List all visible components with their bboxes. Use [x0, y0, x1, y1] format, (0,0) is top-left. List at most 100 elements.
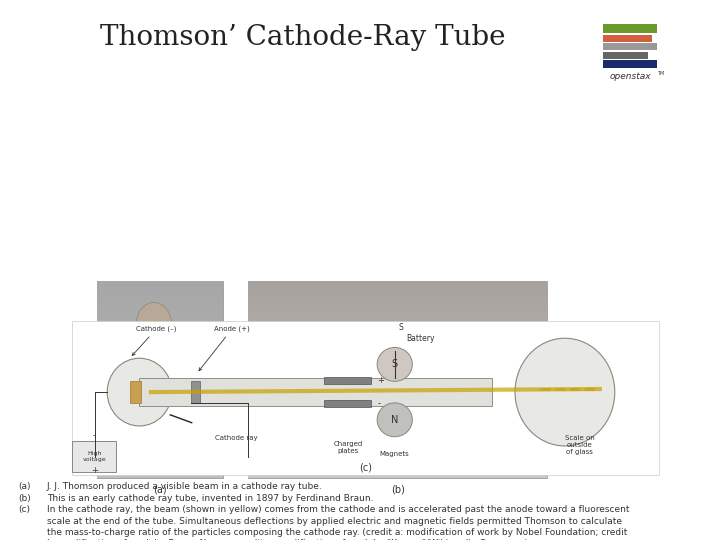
Bar [248, 312, 547, 320]
Bar [72, 321, 659, 475]
Text: High
voltage: High voltage [83, 451, 106, 462]
Text: Battery: Battery [407, 334, 435, 343]
Bar [97, 350, 223, 360]
Ellipse shape [422, 331, 505, 420]
Ellipse shape [136, 302, 171, 346]
Bar [248, 336, 547, 344]
Text: +: + [377, 376, 384, 385]
Text: (c): (c) [18, 505, 30, 515]
Text: N: N [391, 415, 398, 425]
Bar [248, 344, 547, 352]
Text: (b): (b) [391, 484, 405, 495]
Text: S: S [392, 360, 398, 369]
Bar [264, 362, 323, 389]
Text: Thomson’ Cathode-Ray Tube: Thomson’ Cathode-Ray Tube [99, 24, 505, 51]
Bar [97, 379, 223, 389]
Text: (c): (c) [359, 462, 372, 472]
Bar [97, 320, 223, 330]
Bar [130, 381, 141, 403]
Bar [248, 391, 547, 399]
Bar [97, 399, 223, 409]
Text: (a): (a) [18, 482, 30, 491]
Bar [97, 291, 223, 300]
Bar [248, 305, 547, 312]
Text: b: modification of work by Eugen Nesper; credit c: modification of work by "Kurz: b: modification of work by Eugen Nesper;… [47, 539, 528, 540]
Bar [383, 436, 443, 448]
Bar [248, 399, 547, 407]
Bar [248, 289, 547, 296]
Text: -: - [377, 399, 380, 408]
Text: Magnets: Magnets [380, 450, 410, 457]
Text: -: - [93, 431, 96, 440]
Text: This is an early cathode ray tube, invented in 1897 by Ferdinand Braun.: This is an early cathode ray tube, inven… [47, 494, 373, 503]
Bar [97, 369, 223, 379]
Bar [248, 328, 547, 336]
Bar [140, 378, 492, 406]
Bar [97, 438, 223, 448]
Bar [97, 429, 223, 438]
Text: scale at the end of the tube. Simultaneous deflections by applied electric and m: scale at the end of the tube. Simultaneo… [47, 517, 622, 526]
Bar [248, 423, 547, 430]
Bar [97, 281, 223, 291]
Text: J. J. Thomson produced a visible beam in a cathode ray tube.: J. J. Thomson produced a visible beam in… [47, 482, 323, 491]
Bar [97, 468, 223, 478]
Bar [603, 60, 657, 68]
Bar [104, 350, 126, 438]
Text: the mass-to-charge ratio of the particles composing the cathode ray. (credit a: : the mass-to-charge ratio of the particle… [47, 528, 627, 537]
Bar [248, 281, 547, 478]
Polygon shape [145, 340, 163, 350]
Text: openstax: openstax [610, 72, 652, 81]
Bar [603, 35, 652, 42]
Text: Cathode (–): Cathode (–) [132, 326, 176, 355]
Bar [248, 383, 547, 391]
Text: TM: TM [657, 71, 664, 76]
Bar [248, 296, 547, 305]
Ellipse shape [164, 397, 186, 421]
Bar [603, 52, 648, 59]
Text: In the cathode ray, the beam (shown in yellow) comes from the cathode and is acc: In the cathode ray, the beam (shown in y… [47, 505, 629, 515]
Ellipse shape [107, 358, 172, 426]
Text: +: + [91, 466, 98, 475]
Text: Anode (+): Anode (+) [199, 326, 250, 371]
Bar [248, 470, 547, 478]
Bar [377, 352, 413, 399]
Bar [248, 281, 547, 289]
Bar [97, 300, 223, 310]
Text: Scale on
outside
of glass: Scale on outside of glass [565, 435, 595, 455]
Text: Cathode ray: Cathode ray [215, 435, 258, 441]
Bar [248, 368, 547, 375]
Bar [97, 310, 223, 320]
Ellipse shape [515, 338, 615, 446]
Bar [264, 356, 428, 395]
Bar [324, 377, 372, 384]
Ellipse shape [377, 347, 413, 381]
Text: S: S [398, 323, 403, 332]
Bar [603, 24, 657, 33]
Bar [97, 458, 223, 468]
Bar [248, 375, 547, 383]
Bar [97, 340, 223, 350]
Bar [97, 330, 223, 340]
Bar [72, 441, 116, 472]
Bar [97, 389, 223, 399]
Text: (a): (a) [153, 484, 167, 495]
Bar [97, 409, 223, 419]
Text: (b): (b) [18, 494, 31, 503]
Bar [248, 438, 547, 447]
Bar [248, 430, 547, 438]
Ellipse shape [377, 403, 413, 437]
Bar [248, 447, 547, 454]
Bar [191, 381, 199, 403]
Bar [192, 350, 215, 438]
Bar [248, 352, 547, 360]
Bar [248, 360, 547, 368]
Bar [248, 454, 547, 462]
Bar [248, 462, 547, 470]
Bar [97, 419, 223, 429]
Bar [109, 330, 210, 448]
Bar [97, 281, 223, 478]
Bar [603, 43, 657, 50]
Bar [97, 448, 223, 458]
Text: Charged
plates: Charged plates [333, 441, 362, 454]
Bar [248, 320, 547, 328]
